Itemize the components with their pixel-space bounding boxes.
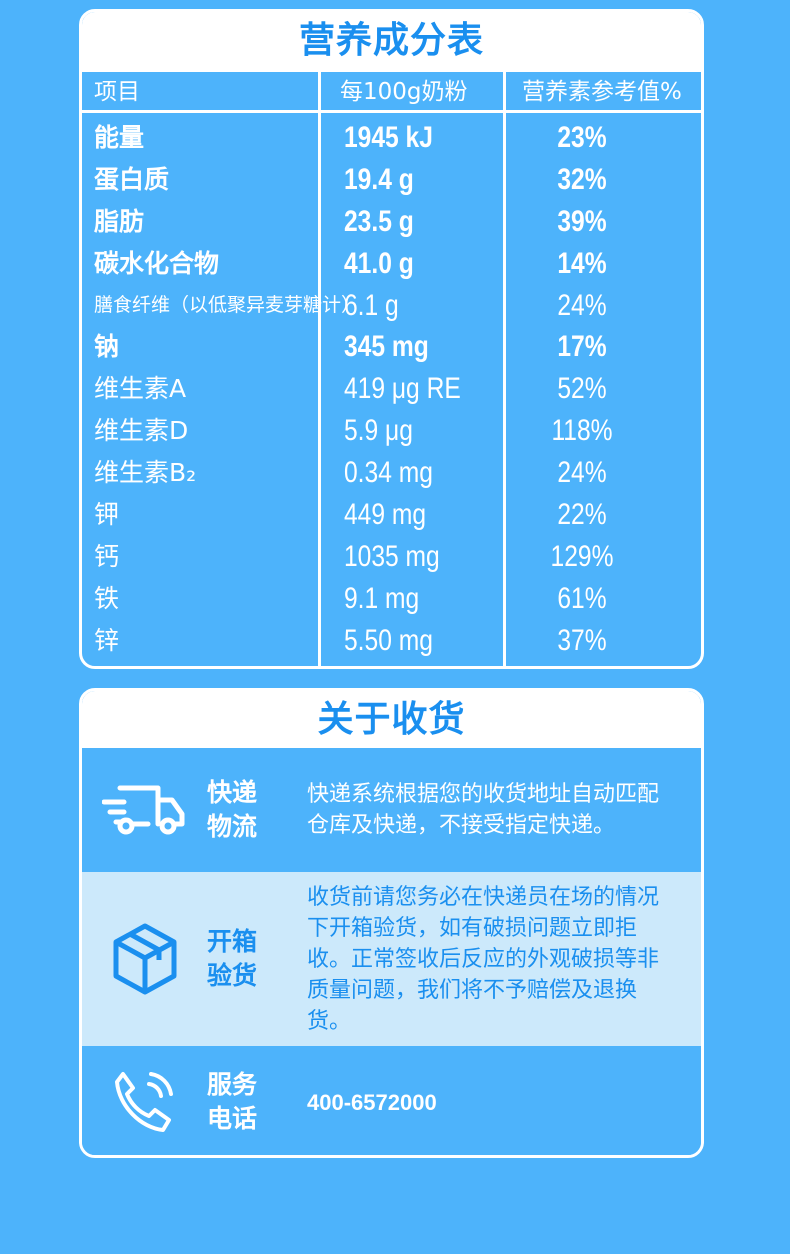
table-row: 碳水化合物 41.0 g 14% xyxy=(82,243,701,285)
nutrient-name: 脂肪 xyxy=(94,206,145,236)
nutrient-nrv: 118% xyxy=(551,414,613,448)
nutrient-nrv: 37% xyxy=(557,623,607,657)
nutrient-name: 能量 xyxy=(94,123,145,152)
nutrition-title: 营养成分表 xyxy=(82,12,701,70)
table-row: 维生素D 5.9 μg 118% xyxy=(82,410,701,452)
nutrient-nrv: 61% xyxy=(557,581,607,615)
nutrition-rows: 能量 1945 kJ 23% 蛋白质 19.4 g 32% 脂肪 23.5 g 39% 碳水化合物… xyxy=(82,117,701,662)
nutrient-value: 449 mg xyxy=(344,498,427,532)
nutrient-name: 蛋白质 xyxy=(94,164,170,194)
header-per100g: 每100g奶粉 xyxy=(340,79,468,105)
table-header: 项目 每100g奶粉 营养素参考值% xyxy=(82,70,701,113)
nutrient-value: 6.1 g xyxy=(344,288,399,322)
nutrient-nrv: 32% xyxy=(557,162,607,196)
nutrient-nrv: 23% xyxy=(557,121,607,154)
nutrient-name: 维生素B₂ xyxy=(94,458,197,488)
phone-icon xyxy=(82,1070,207,1134)
nutrient-value: 23.5 g xyxy=(344,204,414,238)
nutrient-name: 钠 xyxy=(94,332,120,362)
header-item: 项目 xyxy=(94,79,140,105)
nutrient-nrv: 24% xyxy=(557,288,607,322)
nutrient-value: 1035 mg xyxy=(344,539,440,573)
nutrient-value: 19.4 g xyxy=(344,162,414,196)
delivery-card: 关于收货 快递物流 快递系统根据您的收货地址自动匹配仓库及快递，不接受指定快递。… xyxy=(79,688,704,1158)
nutrient-name: 锌 xyxy=(94,625,120,655)
nutrient-name: 钾 xyxy=(94,500,120,530)
nutrient-nrv: 24% xyxy=(557,456,607,490)
service-label: 电话 xyxy=(207,1104,258,1133)
express-section: 快递物流 快递系统根据您的收货地址自动匹配仓库及快递，不接受指定快递。 xyxy=(82,748,701,872)
nutrient-value: 5.9 μg xyxy=(344,414,413,448)
unbox-section: 开箱验货 收货前请您务必在快递员在场的情况下开箱验货，如有破损问题立即拒收。正常… xyxy=(82,872,701,1046)
header-nrv: 营养素参考值% xyxy=(522,79,682,105)
table-row: 蛋白质 19.4 g 32% xyxy=(82,159,701,201)
nutrient-value: 9.1 mg xyxy=(344,581,420,615)
nutrient-value: 345 mg xyxy=(344,330,429,364)
nutrient-nrv: 22% xyxy=(557,498,607,532)
unbox-label: 验货 xyxy=(207,961,258,990)
table-row: 脂肪 23.5 g 39% xyxy=(82,201,701,243)
nutrient-nrv: 52% xyxy=(557,372,607,406)
table-row: 钠 345 mg 17% xyxy=(82,326,701,368)
table-row: 锌 5.50 mg 37% xyxy=(82,620,701,662)
nutrition-card: 营养成分表 项目 每100g奶粉 营养素参考值% 能量 1945 kJ 23% 蛋白质… xyxy=(79,9,704,669)
nutrient-name: 铁 xyxy=(94,583,120,613)
nutrient-value: 1945 kJ xyxy=(344,121,433,154)
box-icon xyxy=(82,923,207,995)
nutrient-name: 钙 xyxy=(94,541,120,571)
service-section: 服务电话 400-6572000 xyxy=(82,1046,701,1155)
service-label: 服务 xyxy=(207,1070,258,1099)
nutrient-name: 碳水化合物 xyxy=(94,248,220,278)
nutrient-value: 419 μg RE xyxy=(344,372,461,406)
column-divider xyxy=(318,70,321,666)
express-label: 快递 xyxy=(207,778,258,807)
express-text: 快递系统根据您的收货地址自动匹配仓库及快递，不接受指定快递。 xyxy=(307,782,660,838)
nutrient-value: 41.0 g xyxy=(344,246,414,280)
table-row: 能量 1945 kJ 23% xyxy=(82,117,701,159)
nutrient-name: 维生素A xyxy=(94,374,187,404)
nutrient-value: 0.34 mg xyxy=(344,456,433,490)
nutrient-nrv: 17% xyxy=(557,330,607,364)
table-row: 钙 1035 mg 129% xyxy=(82,536,701,578)
unbox-label: 开箱 xyxy=(207,927,258,956)
table-row: 膳食纤维（以低聚异麦芽糖计） 6.1 g 24% xyxy=(82,285,701,327)
nutrient-nrv: 39% xyxy=(557,204,607,238)
nutrient-name: 维生素D xyxy=(94,416,189,446)
nutrient-nrv: 14% xyxy=(557,246,607,280)
nutrient-name: 膳食纤维（以低聚异麦芽糖计） xyxy=(94,293,361,316)
table-row: 铁 9.1 mg 61% xyxy=(82,578,701,620)
truck-icon xyxy=(82,782,207,838)
express-label: 物流 xyxy=(207,812,258,841)
table-row: 维生素B₂ 0.34 mg 24% xyxy=(82,452,701,494)
column-divider xyxy=(503,70,506,666)
service-phone[interactable]: 400-6572000 xyxy=(307,1089,437,1115)
table-row: 钾 449 mg 22% xyxy=(82,494,701,536)
unbox-text: 收货前请您务必在快递员在场的情况下开箱验货，如有破损问题立即拒收。正常签收后反应… xyxy=(307,884,660,1034)
delivery-title: 关于收货 xyxy=(82,691,701,748)
nutrient-value: 5.50 mg xyxy=(344,623,433,657)
nutrient-nrv: 129% xyxy=(550,539,614,573)
table-row: 维生素A 419 μg RE 52% xyxy=(82,368,701,410)
